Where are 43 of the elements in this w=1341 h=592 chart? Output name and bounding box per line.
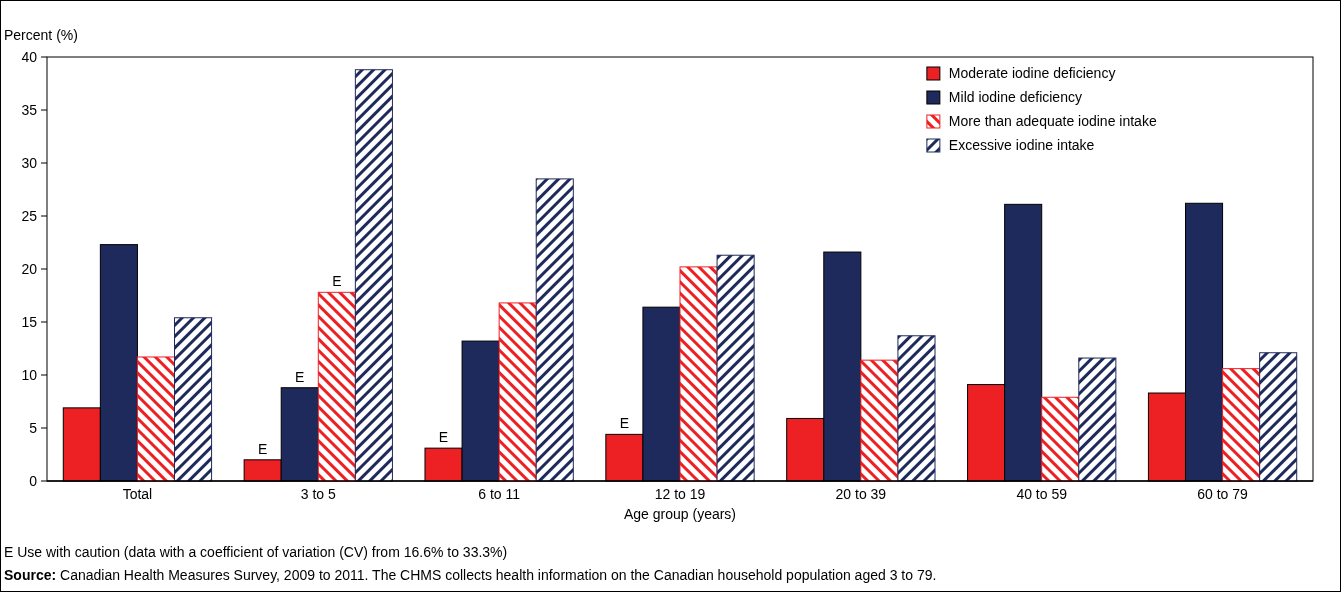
x-tick-label: 3 to 5: [300, 486, 337, 502]
data-label: E: [619, 415, 630, 432]
legend-label: Moderate iodine deficiency: [948, 65, 1116, 81]
y-tick-label: 30: [21, 154, 38, 171]
bar: [317, 291, 356, 482]
y-tick-label: 5: [29, 419, 38, 436]
data-label: E: [332, 273, 342, 290]
bar: [1222, 368, 1261, 482]
bar: [860, 359, 899, 482]
legend-label: Excessive iodine intake: [948, 137, 1095, 153]
bar: [354, 69, 393, 482]
legend-label: Mild iodine deficiency: [948, 89, 1082, 105]
data-label: E: [258, 440, 268, 457]
x-tick-label: 60 to 79: [1197, 486, 1249, 502]
bar: [1041, 396, 1080, 482]
x-axis-title: Age group (years): [623, 506, 737, 522]
bar: [498, 302, 537, 482]
y-tick-label: 0: [29, 472, 38, 489]
y-tick-label: 15: [21, 313, 38, 330]
x-tick-label: 6 to 11: [478, 486, 521, 502]
data-label: E: [438, 429, 449, 446]
x-tick-label: 20 to 39: [835, 486, 887, 502]
bar: [535, 178, 574, 482]
bar: [679, 266, 718, 482]
x-tick-label: Total: [122, 486, 153, 502]
y-tick-label: 10: [21, 366, 38, 383]
bar: [897, 335, 936, 482]
y-tick-label: 20: [21, 260, 38, 277]
bar: [716, 254, 755, 482]
bar: [1259, 352, 1298, 482]
y-tick-label: 25: [21, 207, 38, 224]
y-tick-label: 35: [21, 101, 38, 118]
text: E Use with caution (data with a coefficient of variation (CV) from 16.6% to 33.3%): [4, 544, 508, 560]
bar: [1078, 357, 1117, 482]
y-tick-label: 40: [21, 48, 38, 65]
x-tick-label: 12 to 19: [654, 486, 706, 502]
x-tick-label: 40 to 59: [1016, 486, 1068, 502]
bar: [136, 356, 175, 482]
legend-label: More than adequate iodine intake: [948, 113, 1157, 129]
y-axis-title: Percent (%): [4, 27, 78, 43]
data-label: E: [295, 368, 305, 385]
source-note: Source: Canadian Health Measures Survey, 2009 to 2011. The CHMS collects health information on the Canadian household population aged 3 to 79.: [4, 567, 937, 583]
bar: [174, 317, 213, 482]
